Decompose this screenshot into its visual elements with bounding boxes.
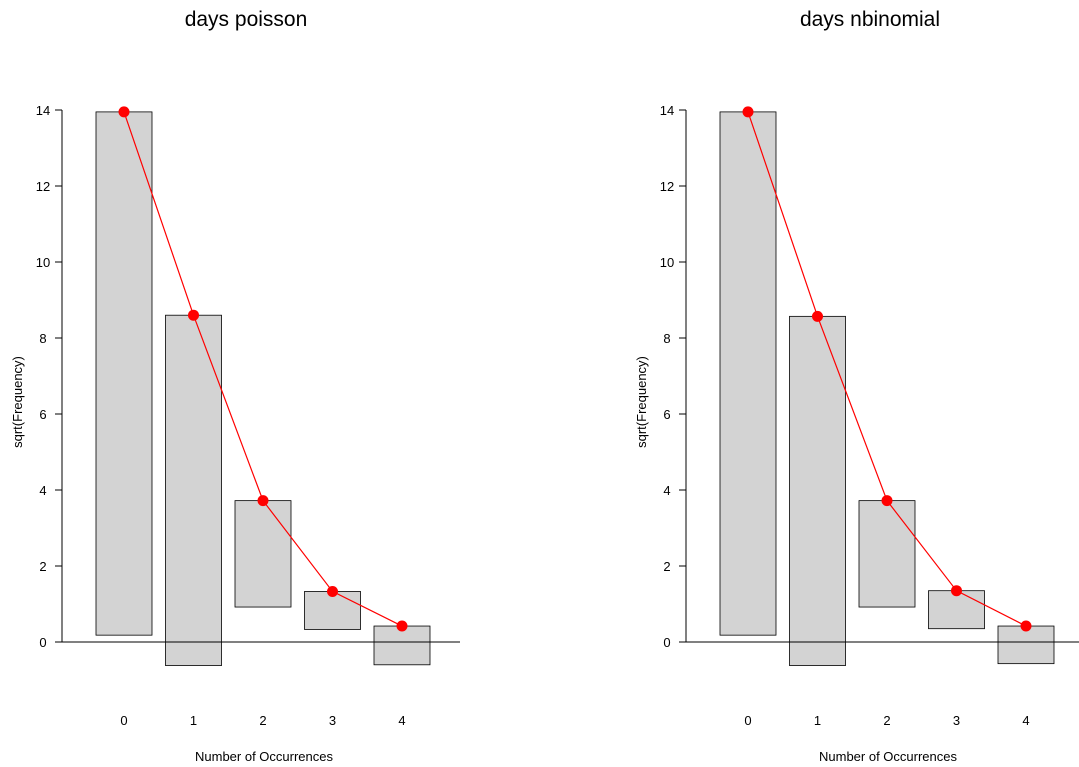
x-axis-label: Number of Occurrences (195, 749, 333, 764)
x-tick-label: 4 (398, 713, 405, 728)
x-tick-label: 2 (883, 713, 890, 728)
y-axis-label: sqrt(Frequency) (634, 356, 649, 448)
fitted-point (881, 495, 893, 507)
fitted-point (812, 310, 823, 322)
y-axis-label: sqrt(Frequency) (10, 356, 25, 448)
poisson-panel: days poisson Number of Occurrences sqrt(… (10, 8, 460, 764)
bar (234, 500, 292, 608)
bar (304, 591, 361, 630)
bar (95, 111, 153, 636)
nbinomial-panel: days nbinomial Number of Occurrences sqr… (634, 8, 1079, 764)
y-tick-label: 8 (39, 331, 46, 346)
y-tick-label: 8 (663, 331, 670, 346)
fitted-point (1020, 620, 1032, 632)
x-tick-label: 1 (814, 713, 821, 728)
chart-title: days poisson (185, 8, 308, 31)
bar (997, 625, 1055, 665)
x-tick-label: 3 (953, 713, 960, 728)
x-tick-label: 3 (329, 713, 336, 728)
bar (373, 625, 431, 666)
bar (165, 314, 222, 666)
y-tick-label: 10 (36, 255, 50, 270)
bar (928, 590, 985, 630)
y-tick-label: 2 (663, 559, 670, 574)
y-tick-label: 2 (39, 559, 46, 574)
y-tick-label: 6 (39, 407, 46, 422)
fitted-point (257, 495, 269, 507)
y-tick-label: 10 (660, 255, 674, 270)
bar (789, 315, 846, 666)
fitted-point (118, 106, 130, 118)
bar (858, 500, 916, 608)
fitted-point (951, 585, 962, 597)
x-axis-label: Number of Occurrences (819, 749, 957, 764)
y-tick-label: 14 (660, 103, 674, 118)
x-tick-label: 4 (1022, 713, 1029, 728)
y-tick-label: 12 (36, 179, 50, 194)
y-tick-label: 4 (663, 483, 670, 498)
x-tick-label: 2 (259, 713, 266, 728)
x-tick-label: 0 (744, 713, 751, 728)
y-tick-label: 4 (39, 483, 46, 498)
fitted-point (396, 620, 408, 632)
x-tick-label: 1 (190, 713, 197, 728)
bar (719, 111, 777, 636)
y-tick-label: 0 (663, 635, 670, 650)
y-tick-label: 6 (663, 407, 670, 422)
y-tick-label: 14 (36, 103, 50, 118)
y-tick-label: 12 (660, 179, 674, 194)
chart-title: days nbinomial (800, 8, 940, 31)
fitted-point (742, 106, 754, 118)
x-tick-label: 0 (120, 713, 127, 728)
fitted-point (327, 585, 338, 597)
y-tick-label: 0 (39, 635, 46, 650)
fitted-point (188, 309, 199, 321)
